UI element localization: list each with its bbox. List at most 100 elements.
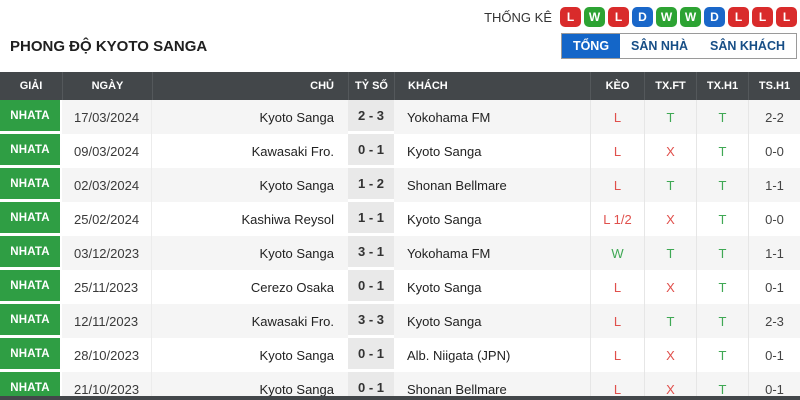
odds-result: L: [590, 270, 644, 304]
home-team: Kyoto Sanga: [259, 381, 334, 397]
tab-san-nha[interactable]: SÂN NHÀ: [631, 39, 688, 53]
score: 0 - 1: [348, 270, 394, 304]
league-badge: NHATA: [0, 338, 62, 372]
away-team: Kyoto Sanga: [407, 211, 482, 227]
over-under-h1: T: [696, 304, 748, 338]
away-team: Shonan Bellmare: [407, 381, 507, 397]
over-under-h1: T: [696, 134, 748, 168]
odds-result: L: [590, 168, 644, 202]
tabs: TỔNG SÂN NHÀ SÂN KHÁCH: [560, 33, 797, 59]
score: 0 - 1: [348, 338, 394, 372]
h1-score: 0-0: [748, 134, 800, 168]
over-under-h1: T: [696, 168, 748, 202]
over-under-ft: T: [644, 168, 696, 202]
form-badge-loss: L: [752, 7, 773, 27]
match-date: 25/11/2023: [62, 270, 152, 304]
table-row: NHATA 28/10/2023 Kyoto Sanga 0 - 1 Alb. Niig…: [0, 338, 800, 372]
table-row: NHATA 21/10/2023 Kyoto Sanga 0 - 1 Shonan Be…: [0, 372, 800, 400]
column-header-chu: CHỦ: [152, 72, 348, 100]
home-team: Kyoto Sanga: [259, 245, 334, 261]
away-team: Kyoto Sanga: [407, 279, 482, 295]
over-under-ft: X: [644, 202, 696, 236]
league-badge: NHATA: [0, 100, 62, 134]
league-badge: NHATA: [0, 270, 62, 304]
over-under-h1: T: [696, 236, 748, 270]
over-under-h1: T: [696, 270, 748, 304]
h1-score: 0-1: [748, 270, 800, 304]
over-under-h1: T: [696, 202, 748, 236]
score: 1 - 1: [348, 202, 394, 236]
table-row: NHATA 02/03/2024 Kyoto Sanga 1 - 2 Shonan Be…: [0, 168, 800, 202]
form-badge-loss: L: [560, 7, 581, 27]
column-header-giai: GIẢI: [19, 80, 43, 92]
league-badge: NHATA: [0, 168, 62, 202]
table-row: NHATA 09/03/2024 Kawasaki Fro. 0 - 1 Kyoto S…: [0, 134, 800, 168]
away-team: Shonan Bellmare: [407, 177, 507, 193]
over-under-ft: T: [644, 100, 696, 134]
home-team: Kyoto Sanga: [259, 347, 334, 363]
score: 3 - 1: [348, 236, 394, 270]
over-under-ft: T: [644, 304, 696, 338]
odds-result: L 1/2: [590, 202, 644, 236]
away-team: Kyoto Sanga: [407, 313, 482, 329]
match-date: 17/03/2024: [62, 100, 152, 134]
league-badge: NHATA: [0, 236, 62, 270]
match-date: 28/10/2023: [62, 338, 152, 372]
column-header-txh1: TX.H1: [696, 72, 748, 100]
over-under-ft: X: [644, 270, 696, 304]
table-row: NHATA 25/11/2023 Cerezo Osaka 0 - 1 Kyoto Sa…: [0, 270, 800, 304]
table-row: NHATA 12/11/2023 Kawasaki Fro. 3 - 3 Kyoto S…: [0, 304, 800, 338]
match-date: 12/11/2023: [62, 304, 152, 338]
score: 0 - 1: [348, 134, 394, 168]
table-header: GIẢI NGÀY CHỦ TỶ SỐ KHÁCH KÈO TX.FT TX.H1 TS.H1: [0, 72, 800, 100]
over-under-ft: X: [644, 372, 696, 400]
form-badge-win: W: [680, 7, 701, 27]
h1-score: 0-1: [748, 338, 800, 372]
away-team: Alb. Niigata (JPN): [407, 347, 511, 363]
h1-score: 1-1: [748, 236, 800, 270]
home-team: Kawasaki Fro.: [251, 313, 334, 329]
h1-score: 0-0: [748, 202, 800, 236]
away-team: Kyoto Sanga: [407, 143, 482, 159]
form-badge-loss: L: [776, 7, 797, 27]
over-under-h1: T: [696, 372, 748, 400]
column-header-txft: TX.FT: [644, 72, 696, 100]
h1-score: 1-1: [748, 168, 800, 202]
score: 0 - 1: [348, 372, 394, 400]
over-under-h1: T: [696, 100, 748, 134]
score: 1 - 2: [348, 168, 394, 202]
over-under-h1: T: [696, 338, 748, 372]
home-team: Kyoto Sanga: [259, 177, 334, 193]
column-header-keo: KÈO: [590, 72, 644, 100]
odds-result: L: [590, 372, 644, 400]
match-date: 21/10/2023: [62, 372, 152, 400]
h1-score: 0-1: [748, 372, 800, 400]
results-table: GIẢI NGÀY CHỦ TỶ SỐ KHÁCH KÈO TX.FT TX.H1 TS.H1 …: [0, 72, 800, 400]
column-header-khach: KHÁCH: [394, 72, 590, 100]
odds-result: L: [590, 100, 644, 134]
table-row: NHATA 03/12/2023 Kyoto Sanga 3 - 1 Yokohama …: [0, 236, 800, 270]
odds-result: L: [590, 304, 644, 338]
away-team: Yokohama FM: [407, 109, 491, 125]
league-badge: NHATA: [0, 134, 62, 168]
away-team: Yokohama FM: [407, 245, 491, 261]
column-header-tyso: TỶ SỐ: [348, 72, 394, 100]
form-badge-win: W: [584, 7, 605, 27]
match-date: 09/03/2024: [62, 134, 152, 168]
h1-score: 2-2: [748, 100, 800, 134]
tab-tong[interactable]: TỔNG: [561, 34, 621, 58]
table-row: NHATA 17/03/2024 Kyoto Sanga 2 - 3 Yokohama …: [0, 100, 800, 134]
table-body: NHATA 17/03/2024 Kyoto Sanga 2 - 3 Yokohama …: [0, 100, 800, 400]
tab-san-khach[interactable]: SÂN KHÁCH: [710, 39, 785, 53]
column-header-tsh1: TS.H1: [748, 72, 800, 100]
league-badge: NHATA: [0, 372, 62, 400]
score: 3 - 3: [348, 304, 394, 338]
over-under-ft: T: [644, 236, 696, 270]
home-team: Kawasaki Fro.: [251, 143, 334, 159]
odds-result: W: [590, 236, 644, 270]
home-team: Kyoto Sanga: [259, 109, 334, 125]
form-badge-win: W: [656, 7, 677, 27]
table-row: NHATA 25/02/2024 Kashiwa Reysol 1 - 1 Kyoto …: [0, 202, 800, 236]
